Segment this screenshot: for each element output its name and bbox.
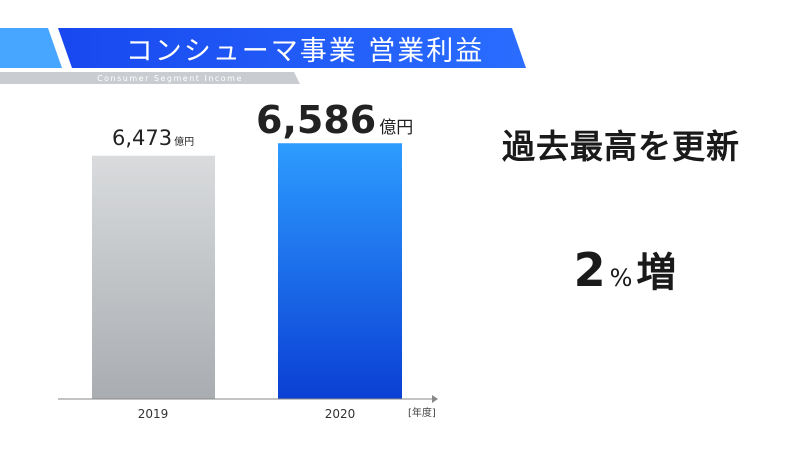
banner-main [58,28,526,68]
record-high-callout: 過去最高を更新 [502,127,740,166]
data-label-2019: 6,473 億円 [112,126,194,150]
growth-percent: % [609,264,633,292]
banner-subbar [0,72,300,84]
growth-number: 2 [573,243,606,297]
growth-word: 増 [636,250,677,296]
data-label-2020-unit: 億円 [379,118,414,138]
bar-2019 [92,155,215,399]
growth-callout: 2% 増 [540,240,710,298]
data-label-2019-value: 6,473 [112,126,173,150]
x-axis-unit: [年度] [408,408,436,419]
header-banner [0,28,526,84]
data-label-2019-unit: 億円 [174,137,195,148]
data-label-2020-value: 6,586 [256,98,377,142]
bar-2020 [278,143,402,399]
data-label-2020: 6,586 億円 [256,98,413,142]
page-title: コンシューマ事業 営業利益 [125,35,485,67]
banner-left-accent [0,28,62,68]
x-axis-arrow [432,395,438,403]
x-tick-2019: 2019 [138,407,169,421]
page-subtitle: Consumer Segment Income [97,73,243,83]
x-tick-2020: 2020 [325,407,356,421]
